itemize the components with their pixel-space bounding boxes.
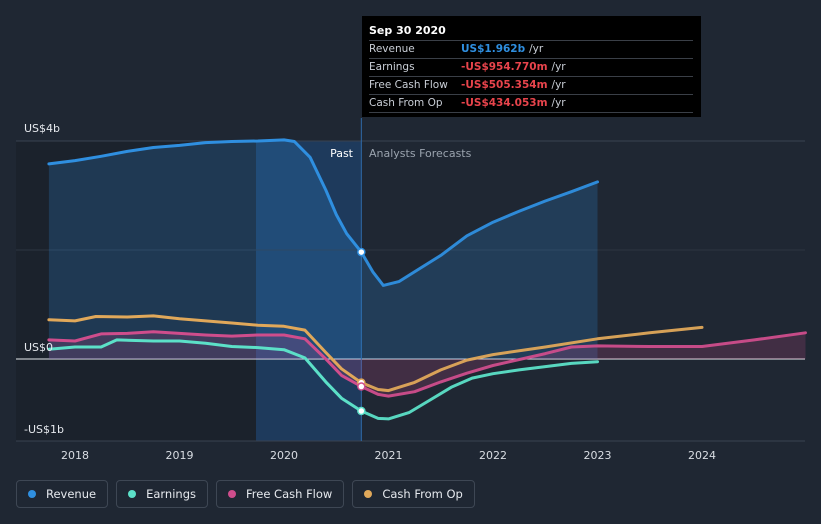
data-tooltip: Sep 30 2020 Revenue US$1.962b /yr Earnin… <box>362 16 701 117</box>
earnings-forecast-line <box>359 360 599 421</box>
series-markers <box>357 247 366 416</box>
x-tick-label: 2020 <box>270 449 298 462</box>
y-axis-label: US$0 <box>24 341 53 354</box>
free-cash-flow-past-line <box>47 330 363 388</box>
tooltip-row-revenue: Revenue US$1.962b /yr <box>369 40 693 58</box>
tooltip-value: -US$954.770m <box>461 61 548 73</box>
tooltip-row-free-cash-flow: Free Cash Flow -US$505.354m /yr <box>369 76 693 94</box>
tooltip-unit: /yr <box>551 79 566 91</box>
x-tick-label: 2023 <box>584 449 612 462</box>
free-cash-flow-marker <box>357 382 366 391</box>
forecast-segment-label: Analysts Forecasts <box>369 147 472 160</box>
cash-from-op-past-line <box>47 314 363 385</box>
tooltip-label: Free Cash Flow <box>369 79 448 91</box>
tooltip-value: -US$505.354m <box>461 79 548 91</box>
legend-label: Earnings <box>146 487 196 501</box>
y-axis-label: US$4b <box>24 122 60 135</box>
x-tick-label: 2021 <box>375 449 403 462</box>
tooltip-unit: /yr <box>529 43 544 55</box>
legend-item-cash-from-op[interactable]: Cash From Op <box>352 480 475 508</box>
tooltip-unit: /yr <box>551 97 566 109</box>
tooltip-value: US$1.962b <box>461 43 526 55</box>
tooltip-row-cash-from-op: Cash From Op -US$434.053m /yr <box>369 94 693 113</box>
past-shade-dark <box>16 141 256 441</box>
series-lines <box>47 138 807 421</box>
legend-item-free-cash-flow[interactable]: Free Cash Flow <box>216 480 345 508</box>
revenue-past-line <box>47 138 363 254</box>
gridlines <box>16 118 805 442</box>
series-areas <box>48 139 806 397</box>
revenue-forecast-line <box>359 180 599 287</box>
tooltip-unit: /yr <box>551 61 566 73</box>
past-highlight-region <box>256 141 361 441</box>
axis-labels: 2018 2019 2020 2021 2022 2023 2024 US$4b US$0 -US… <box>24 122 716 462</box>
y-axis-label: -US$1b <box>24 423 64 436</box>
cash-from-op-dot-icon <box>364 490 373 498</box>
tooltip-label: Revenue <box>369 43 415 55</box>
tooltip-label: Cash From Op <box>369 97 443 109</box>
tooltip-row-earnings: Earnings -US$954.770m /yr <box>369 58 693 76</box>
legend-label: Free Cash Flow <box>246 487 333 501</box>
revenue-marker <box>357 247 366 257</box>
x-tick-label: 2019 <box>166 449 194 462</box>
legend-label: Cash From Op <box>382 487 463 501</box>
x-tick-label: 2018 <box>61 449 89 462</box>
tooltip-date: Sep 30 2020 <box>369 24 446 37</box>
revenue-dot-icon <box>28 490 36 498</box>
earnings-dot-icon <box>128 490 137 498</box>
x-tick-label: 2022 <box>479 449 507 462</box>
earnings-past-line <box>47 338 363 413</box>
free-cash-flow-dot-icon <box>228 490 236 498</box>
tooltip-value: -US$434.053m <box>461 97 548 109</box>
x-tick-label: 2024 <box>688 449 716 462</box>
cash-from-op-forecast-line <box>359 325 704 393</box>
free-cash-flow-forecast-line <box>359 331 807 398</box>
earnings-marker <box>357 406 366 416</box>
legend-item-earnings[interactable]: Earnings <box>116 480 208 508</box>
tooltip-label: Earnings <box>369 61 415 73</box>
legend-item-revenue[interactable]: Revenue <box>16 480 109 508</box>
revenue-area <box>48 139 598 359</box>
legend: Revenue Earnings Free Cash Flow Cash Fro… <box>16 480 475 508</box>
past-segment-label: Past <box>330 147 354 160</box>
legend-label: Revenue <box>46 487 97 501</box>
